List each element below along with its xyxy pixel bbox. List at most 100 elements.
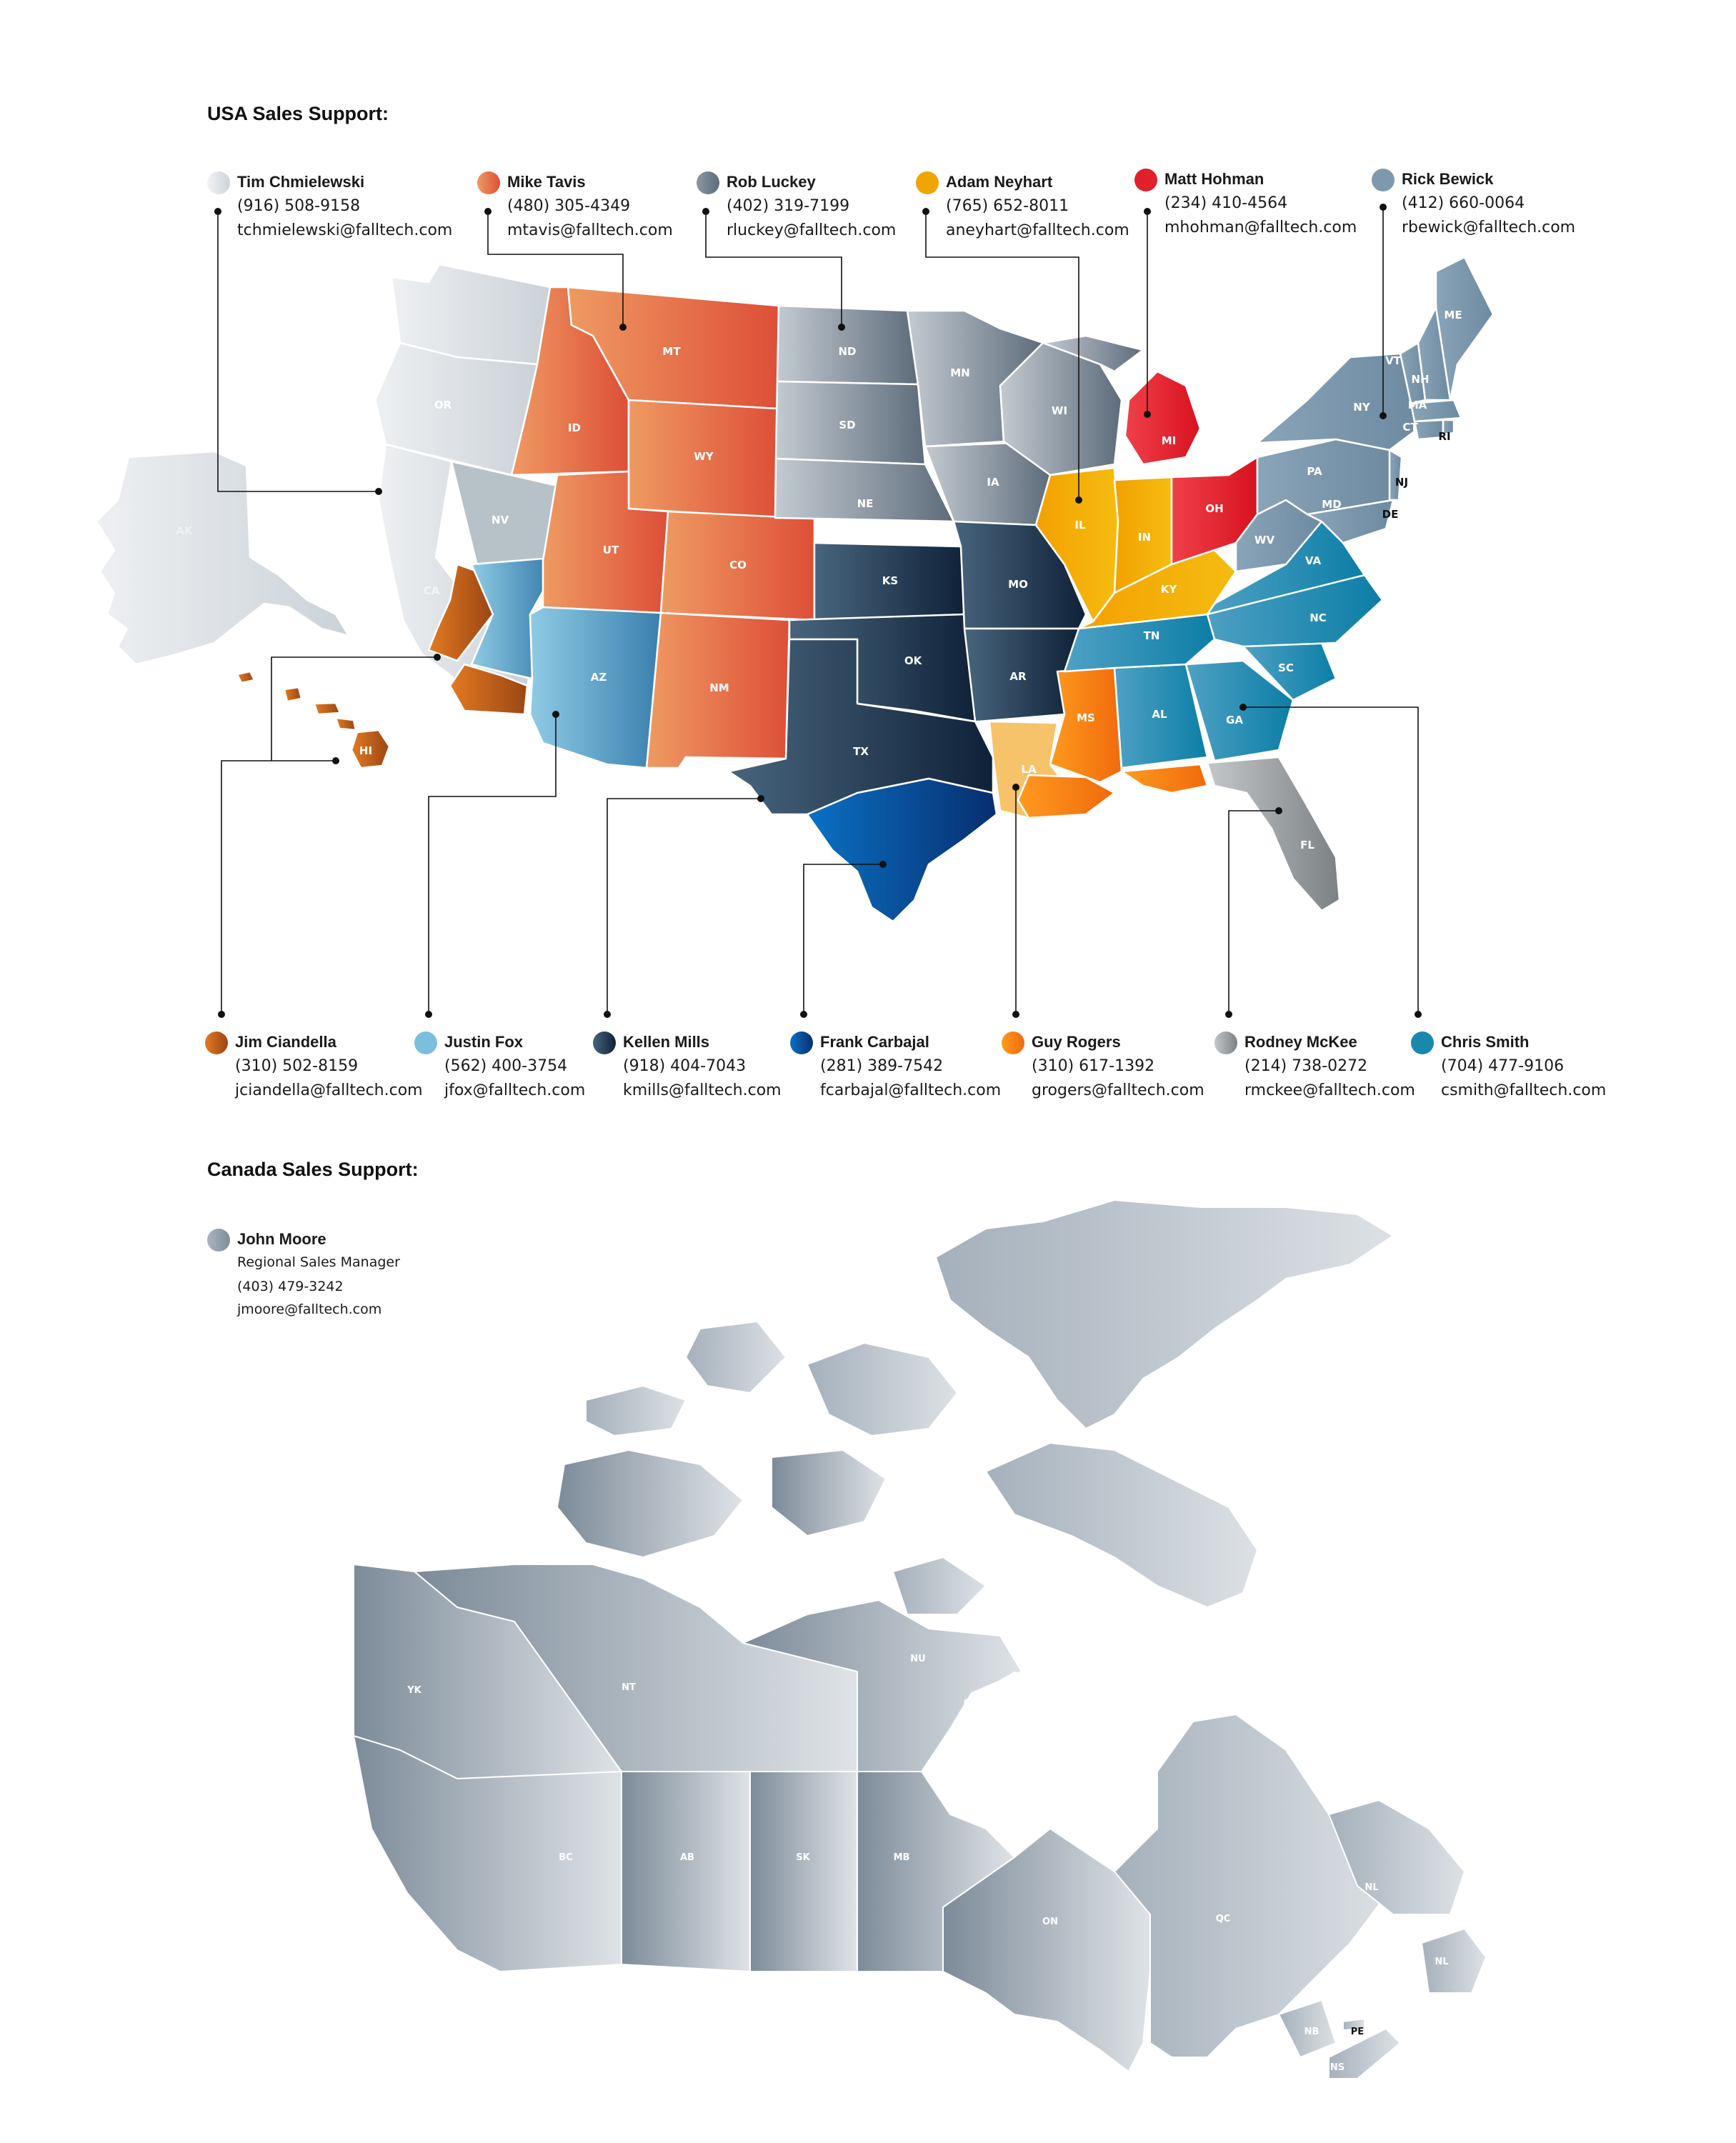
state-label-wy: WY (694, 450, 714, 463)
state-label-or: OR (434, 399, 452, 411)
state-label-va: VA (1305, 554, 1322, 567)
state-label-nm: NM (709, 681, 729, 694)
rep-color-dot (790, 1031, 813, 1054)
rep-email[interactable]: csmith@falltech.com (1441, 1082, 1607, 1099)
state-label-wv: WV (1254, 534, 1275, 546)
state-label-md: MD (1322, 498, 1341, 511)
province-label-bc: BC (559, 1852, 572, 1863)
state-label-wi: WI (1052, 404, 1067, 417)
canada-pe (1342, 2018, 1365, 2031)
state-tn (1063, 613, 1216, 673)
rep-phone: (480) 305-4349 (507, 197, 631, 215)
state-label-pa: PA (1307, 465, 1322, 478)
state-label-me: ME (1444, 309, 1462, 321)
rep-email[interactable]: tchmielewski@falltech.com (237, 221, 453, 239)
state-label-nc: NC (1310, 611, 1327, 624)
state-label-de: DE (1382, 508, 1399, 521)
state-label-oh: OH (1205, 502, 1223, 515)
state-label-il: IL (1074, 519, 1086, 531)
canada-island-ellesmere (935, 1199, 1394, 1429)
rep-name: Rick Bewick (1402, 170, 1494, 188)
state-hi (350, 729, 391, 769)
canada-island-banks (771, 1449, 887, 1537)
state-label-sd: SD (839, 419, 855, 431)
rep-phone: (916) 508-9158 (237, 197, 361, 215)
state-label-nh: NH (1411, 373, 1429, 386)
canada-island-victoria (557, 1449, 744, 1558)
state-hi-small3 (313, 701, 341, 716)
state-label-ny: NY (1353, 401, 1371, 414)
state-hi-small1 (236, 670, 256, 684)
province-label-mb: MB (894, 1852, 910, 1863)
state-label-tx: TX (853, 745, 869, 758)
state-ma (1410, 399, 1462, 423)
state-label-hi: HI (359, 744, 372, 757)
rep-color-dot (1214, 1031, 1237, 1054)
canada-map (353, 1199, 1487, 2079)
state-label-ct: CT (1402, 421, 1418, 434)
canada-nl-island (1421, 1928, 1487, 1994)
rep-email[interactable]: rbewick@falltech.com (1402, 219, 1576, 236)
rep-phone: (704) 477-9106 (1441, 1057, 1565, 1075)
usa-connector-dots (214, 204, 1422, 1018)
rep-name: Mike Tavis (507, 173, 586, 191)
rep-email[interactable]: mtavis@falltech.com (507, 221, 673, 239)
rep-phone: (402) 319-7199 (727, 197, 850, 215)
rep-name: John Moore (237, 1230, 326, 1248)
rep-email[interactable]: fcarbajal@falltech.com (820, 1082, 1002, 1099)
rep-email[interactable]: jmoore@falltech.com (237, 1302, 382, 1317)
rep-phone: (918) 404-7043 (623, 1057, 747, 1075)
state-label-ne: NE (857, 497, 874, 510)
canada-ns (1328, 2028, 1401, 2079)
state-label-ia: IA (987, 476, 999, 489)
rep-color-dot (414, 1031, 437, 1054)
rep-email[interactable]: kmills@falltech.com (623, 1082, 782, 1099)
rep-email[interactable]: mhohman@falltech.com (1164, 219, 1357, 236)
canada-nb (1278, 1999, 1337, 2058)
rep-name: Chris Smith (1441, 1033, 1530, 1051)
rep-name: Justin Fox (444, 1033, 524, 1051)
state-label-mo: MO (1008, 578, 1028, 591)
state-label-vt: VT (1385, 354, 1402, 367)
rep-color-dot (593, 1031, 616, 1054)
state-mi (1124, 370, 1202, 466)
rep-email[interactable]: rmckee@falltech.com (1244, 1082, 1415, 1099)
state-label-nd: ND (838, 345, 856, 358)
state-nj (1388, 449, 1403, 501)
rep-email[interactable]: jfox@falltech.com (444, 1082, 586, 1099)
state-label-ri: RI (1438, 430, 1450, 443)
canada-section-title: Canada Sales Support: (207, 1159, 419, 1180)
rep-phone: (310) 617-1392 (1032, 1057, 1155, 1075)
rep-name: Matt Hohman (1164, 170, 1264, 188)
state-fl (1206, 756, 1341, 912)
rep-phone: (562) 400-3754 (444, 1057, 568, 1075)
rep-name: Rodney McKee (1244, 1033, 1357, 1051)
canada-qc (1114, 1714, 1394, 2058)
rep-phone: (765) 652-8011 (946, 197, 1069, 215)
state-label-ca: CA (424, 584, 440, 597)
rep-phone: (412) 660-0064 (1402, 194, 1525, 212)
rep-phone: (403) 479-3242 (237, 1279, 344, 1294)
rep-color-dot (916, 171, 939, 194)
rep-email[interactable]: grogers@falltech.com (1032, 1082, 1204, 1099)
canada-nl-labrador (1328, 1799, 1465, 1915)
rep-role: Regional Sales Manager (237, 1254, 400, 1270)
rep-color-dot (207, 1229, 230, 1252)
rep-email[interactable]: aneyhart@falltech.com (946, 221, 1129, 239)
rep-color-dot (1372, 169, 1395, 191)
state-md (1306, 499, 1395, 544)
state-hi-small4 (334, 716, 357, 731)
state-ct (1413, 419, 1445, 441)
state-tx-gulf (806, 777, 998, 923)
province-label-yk: YK (406, 1685, 421, 1696)
state-label-tn: TN (1144, 629, 1160, 642)
usa-section-title: USA Sales Support: (207, 103, 389, 124)
rep-email[interactable]: jciandella@falltech.com (235, 1082, 423, 1099)
rep-email[interactable]: rluckey@falltech.com (727, 221, 897, 239)
rep-color-dot (1411, 1031, 1434, 1054)
state-label-al: AL (1152, 708, 1167, 721)
province-label-qc: QC (1216, 1914, 1231, 1924)
province-label-ab: AB (680, 1852, 694, 1863)
state-label-in: IN (1138, 531, 1151, 544)
rep-phone: (214) 738-0272 (1244, 1057, 1368, 1075)
